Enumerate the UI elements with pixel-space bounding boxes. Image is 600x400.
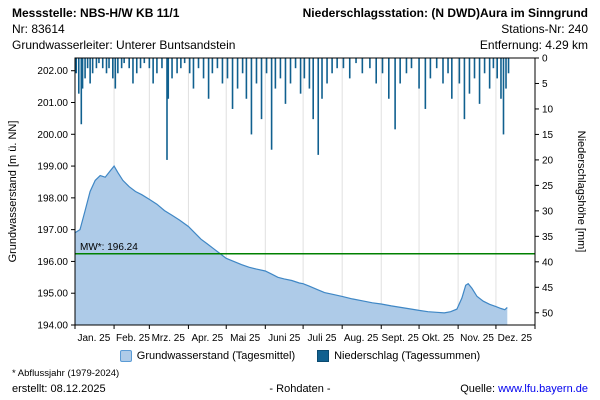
svg-text:Juli 25: Juli 25	[308, 333, 337, 344]
svg-text:0: 0	[542, 54, 548, 65]
svg-text:194.00: 194.00	[37, 321, 68, 332]
distance-label: Entfernung: 4.29 km	[479, 38, 588, 52]
right-axis-title: Niederschlagshöhe [mm]	[575, 131, 587, 253]
source-label: Quelle:	[460, 383, 496, 395]
station-title: Messstelle: NBS-H/W KB 11/1	[12, 6, 180, 20]
svg-text:Juni 25: Juni 25	[268, 333, 301, 344]
svg-text:MW*: 196.24: MW*: 196.24	[80, 242, 138, 253]
svg-text:20: 20	[542, 155, 554, 166]
groundwater-legend-label: Grundwasserstand (Tagesmittel)	[136, 350, 296, 362]
svg-text:25: 25	[542, 181, 554, 192]
station-number: Nr: 83614	[12, 22, 65, 36]
svg-text:40: 40	[542, 257, 554, 268]
groundwater-legend-swatch	[119, 350, 132, 362]
legend-precipitation: Niederschlag (Tagessummen)	[317, 350, 480, 362]
svg-text:Sept. 25: Sept. 25	[382, 333, 420, 344]
aquifer-label: Grundwasserleiter: Unterer Buntsandstein	[12, 38, 236, 52]
svg-text:30: 30	[542, 206, 554, 217]
svg-text:198.00: 198.00	[37, 193, 68, 204]
chart-legend: Grundwasserstand (Tagesmittel) Niedersch…	[0, 350, 600, 362]
created-date: erstellt: 08.12.2025	[12, 383, 106, 395]
svg-text:Apr. 25: Apr. 25	[191, 333, 223, 344]
footnote-abflussjahr: * Abflussjahr (1979-2024)	[12, 368, 120, 379]
precip-station-title: Niederschlagsstation: (N DWD)Aura im Sin…	[302, 6, 588, 20]
svg-text:202.00: 202.00	[37, 66, 68, 77]
svg-text:Feb. 25: Feb. 25	[116, 333, 150, 344]
precip-station-number: Stations-Nr: 240	[501, 22, 588, 36]
raw-data-label: - Rohdaten -	[269, 383, 331, 395]
svg-text:Nov. 25: Nov. 25	[460, 333, 494, 344]
svg-text:196.00: 196.00	[37, 257, 68, 268]
svg-text:Okt. 25: Okt. 25	[422, 333, 455, 344]
svg-text:50: 50	[542, 308, 554, 319]
precipitation-legend-label: Niederschlag (Tagessummen)	[334, 350, 481, 362]
svg-text:Aug. 25: Aug. 25	[344, 333, 379, 344]
svg-text:Mrz. 25: Mrz. 25	[152, 333, 186, 344]
source: Quelle: www.lfu.bayern.de	[460, 383, 588, 395]
svg-text:200.00: 200.00	[37, 130, 68, 141]
svg-text:15: 15	[542, 130, 554, 141]
groundwater-precipitation-chart: MW*: 196.24 194.00 195.00 196.00 197.00 198.0…	[7, 54, 587, 345]
svg-text:Mai 25: Mai 25	[230, 333, 260, 344]
svg-text:199.00: 199.00	[37, 162, 68, 173]
svg-text:5: 5	[542, 79, 548, 90]
left-axis-title: Grundwasserstand [m ü. NN]	[7, 121, 19, 263]
svg-text:195.00: 195.00	[37, 289, 68, 300]
legend-groundwater: Grundwasserstand (Tagesmittel)	[119, 350, 296, 362]
svg-text:35: 35	[542, 232, 554, 243]
svg-text:10: 10	[542, 104, 554, 115]
source-link[interactable]: www.lfu.bayern.de	[498, 383, 588, 395]
svg-text:Jan. 25: Jan. 25	[77, 333, 110, 344]
svg-text:197.00: 197.00	[37, 225, 68, 236]
precipitation-legend-swatch	[317, 350, 330, 362]
svg-text:45: 45	[542, 283, 554, 294]
svg-text:Dez. 25: Dez. 25	[498, 333, 533, 344]
svg-text:201.00: 201.00	[37, 98, 68, 109]
